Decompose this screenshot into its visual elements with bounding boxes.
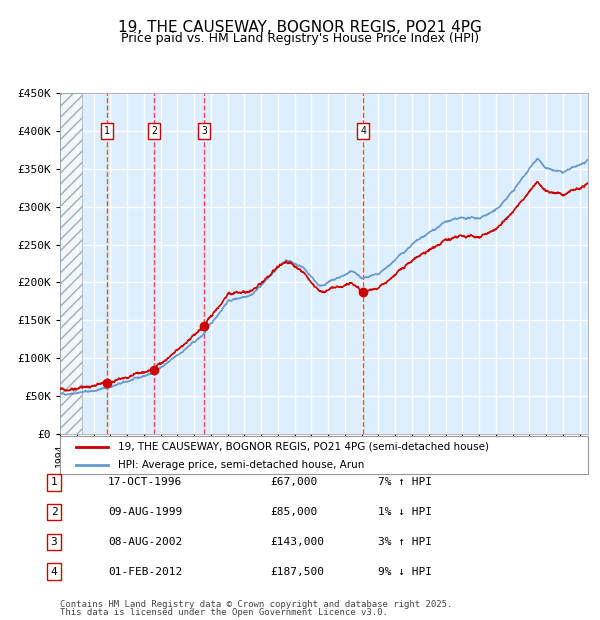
Text: £187,500: £187,500: [270, 567, 324, 577]
Text: 08-AUG-2002: 08-AUG-2002: [108, 537, 182, 547]
Text: 09-AUG-1999: 09-AUG-1999: [108, 507, 182, 517]
Text: £85,000: £85,000: [270, 507, 317, 517]
Text: This data is licensed under the Open Government Licence v3.0.: This data is licensed under the Open Gov…: [60, 608, 388, 617]
Text: 17-OCT-1996: 17-OCT-1996: [108, 477, 182, 487]
Text: 19, THE CAUSEWAY, BOGNOR REGIS, PO21 4PG (semi-detached house): 19, THE CAUSEWAY, BOGNOR REGIS, PO21 4PG…: [118, 441, 489, 451]
Text: 4: 4: [360, 126, 366, 136]
Text: £143,000: £143,000: [270, 537, 324, 547]
Text: 4: 4: [50, 567, 58, 577]
Text: 1: 1: [50, 477, 58, 487]
Text: 9% ↓ HPI: 9% ↓ HPI: [378, 567, 432, 577]
Text: 3: 3: [50, 537, 58, 547]
FancyBboxPatch shape: [60, 436, 588, 474]
Text: Price paid vs. HM Land Registry's House Price Index (HPI): Price paid vs. HM Land Registry's House …: [121, 32, 479, 45]
Text: 01-FEB-2012: 01-FEB-2012: [108, 567, 182, 577]
Text: HPI: Average price, semi-detached house, Arun: HPI: Average price, semi-detached house,…: [118, 459, 364, 470]
Text: 3: 3: [201, 126, 207, 136]
Text: 2: 2: [50, 507, 58, 517]
Bar: [60, 93, 82, 434]
Text: 1: 1: [104, 126, 110, 136]
Text: 3% ↑ HPI: 3% ↑ HPI: [378, 537, 432, 547]
Text: 7% ↑ HPI: 7% ↑ HPI: [378, 477, 432, 487]
Text: £67,000: £67,000: [270, 477, 317, 487]
Text: Contains HM Land Registry data © Crown copyright and database right 2025.: Contains HM Land Registry data © Crown c…: [60, 600, 452, 609]
Text: 19, THE CAUSEWAY, BOGNOR REGIS, PO21 4PG: 19, THE CAUSEWAY, BOGNOR REGIS, PO21 4PG: [118, 20, 482, 35]
Text: 2: 2: [151, 126, 157, 136]
Text: 1% ↓ HPI: 1% ↓ HPI: [378, 507, 432, 517]
Bar: [60, 93, 82, 434]
